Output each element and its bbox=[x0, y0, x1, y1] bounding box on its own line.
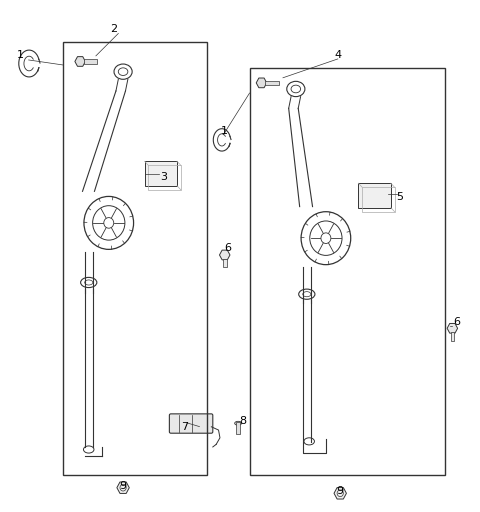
Text: 9: 9 bbox=[336, 486, 344, 496]
Ellipse shape bbox=[235, 421, 241, 425]
Bar bbox=[63, 42, 206, 475]
Bar bbox=[250, 68, 445, 475]
Polygon shape bbox=[256, 78, 267, 88]
Text: 8: 8 bbox=[239, 416, 246, 426]
Polygon shape bbox=[447, 324, 457, 333]
Polygon shape bbox=[219, 250, 230, 260]
Text: 9: 9 bbox=[120, 481, 127, 491]
Text: 5: 5 bbox=[396, 193, 403, 202]
FancyBboxPatch shape bbox=[169, 414, 213, 433]
Text: 3: 3 bbox=[160, 172, 167, 182]
Bar bbox=[144, 161, 177, 186]
Bar bbox=[148, 165, 181, 190]
Bar bbox=[223, 259, 227, 267]
Bar bbox=[236, 422, 240, 435]
Text: 4: 4 bbox=[334, 50, 341, 60]
Bar bbox=[265, 81, 279, 85]
Text: 1: 1 bbox=[17, 50, 24, 60]
Bar bbox=[362, 187, 395, 211]
Text: 1: 1 bbox=[221, 126, 228, 136]
Text: 6: 6 bbox=[225, 243, 231, 253]
Bar bbox=[451, 332, 454, 340]
Bar bbox=[84, 59, 97, 63]
Polygon shape bbox=[334, 487, 347, 499]
Bar bbox=[359, 183, 391, 208]
Text: 6: 6 bbox=[454, 317, 461, 327]
Polygon shape bbox=[117, 482, 129, 494]
Text: 2: 2 bbox=[110, 25, 117, 34]
Polygon shape bbox=[75, 57, 85, 67]
Text: 7: 7 bbox=[181, 421, 189, 432]
